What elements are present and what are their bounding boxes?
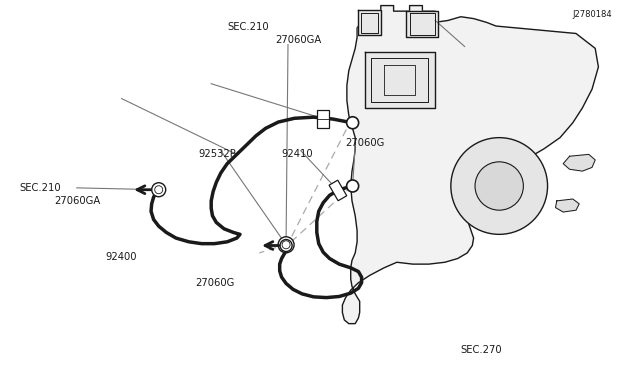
Polygon shape [406,11,438,37]
Text: 92400: 92400 [106,252,137,262]
Text: SEC.270: SEC.270 [461,345,502,355]
Circle shape [278,237,294,253]
Text: J2780184: J2780184 [573,10,612,19]
Text: SEC.210: SEC.210 [19,183,61,193]
Circle shape [451,138,548,234]
Text: 27060GA: 27060GA [54,196,100,206]
Circle shape [347,180,358,192]
Polygon shape [556,199,579,212]
Text: 92410: 92410 [282,150,313,159]
Text: 92532P: 92532P [198,150,236,159]
Circle shape [347,117,358,129]
Polygon shape [342,6,598,324]
Text: SEC.210: SEC.210 [227,22,269,32]
Circle shape [152,183,166,197]
Polygon shape [358,10,381,35]
Text: 27060G: 27060G [346,138,385,148]
Circle shape [475,162,524,210]
Text: 27060G: 27060G [195,278,235,288]
Circle shape [280,240,292,251]
Polygon shape [365,52,435,108]
Text: 27060GA: 27060GA [275,35,321,45]
Bar [329,180,347,201]
Polygon shape [563,154,595,171]
FancyBboxPatch shape [317,110,329,128]
